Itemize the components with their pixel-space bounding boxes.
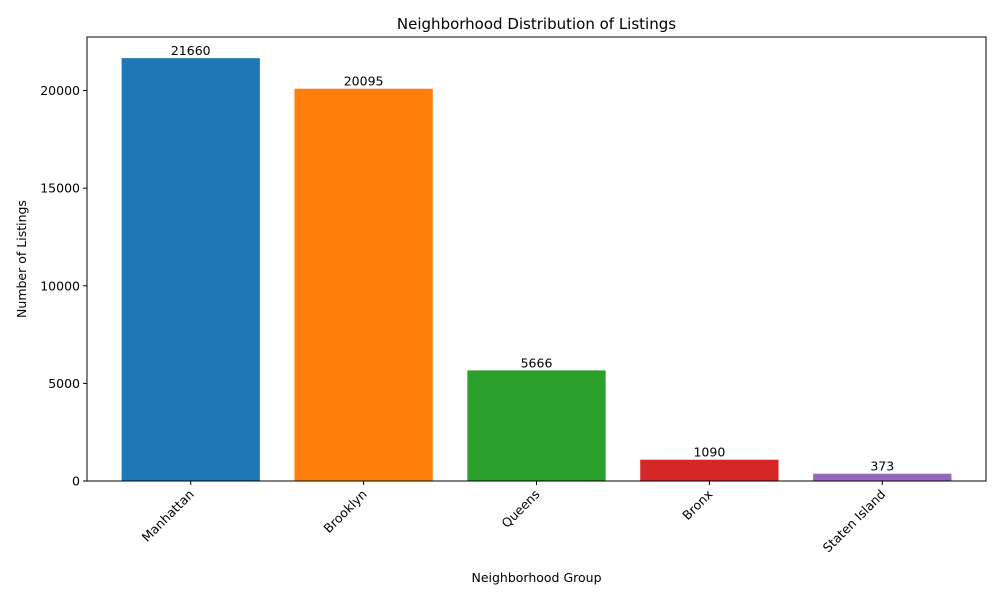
- bar-bronx: [640, 459, 779, 481]
- data-label: 1090: [693, 445, 725, 460]
- y-axis: 0 5000 10000 15000 20000: [40, 83, 87, 489]
- data-label: 21660: [171, 43, 211, 58]
- x-axis-label: Neighborhood Group: [471, 570, 601, 585]
- x-tick-label: Staten Island: [820, 487, 889, 556]
- data-label-group: 21660 20095 5666 1090 373: [171, 43, 894, 474]
- y-tick-label: 10000: [40, 278, 80, 293]
- plot-frame: [86, 36, 987, 482]
- y-tick-label: 0: [72, 474, 80, 489]
- bar-staten-island: [813, 473, 952, 481]
- bar-group: [121, 58, 952, 481]
- y-tick-label: 20000: [40, 83, 80, 98]
- data-label: 20095: [344, 74, 384, 89]
- bar-manhattan: [121, 58, 260, 481]
- x-tick-label: Queens: [498, 487, 542, 531]
- y-tick-label: 15000: [40, 181, 80, 196]
- x-tick-label: Brooklyn: [320, 487, 369, 536]
- bar-queens: [467, 370, 606, 481]
- chart-title: Neighborhood Distribution of Listings: [397, 15, 676, 33]
- x-tick-label: Bronx: [679, 487, 715, 523]
- y-tick-label: 5000: [48, 376, 80, 391]
- data-label: 373: [870, 459, 894, 474]
- data-label: 5666: [521, 355, 553, 370]
- y-axis-label: Number of Listings: [14, 200, 29, 318]
- bar-brooklyn: [294, 88, 433, 481]
- x-axis: Manhattan Brooklyn Queens Bronx Staten Islan…: [139, 481, 889, 556]
- x-tick-label: Manhattan: [139, 487, 197, 545]
